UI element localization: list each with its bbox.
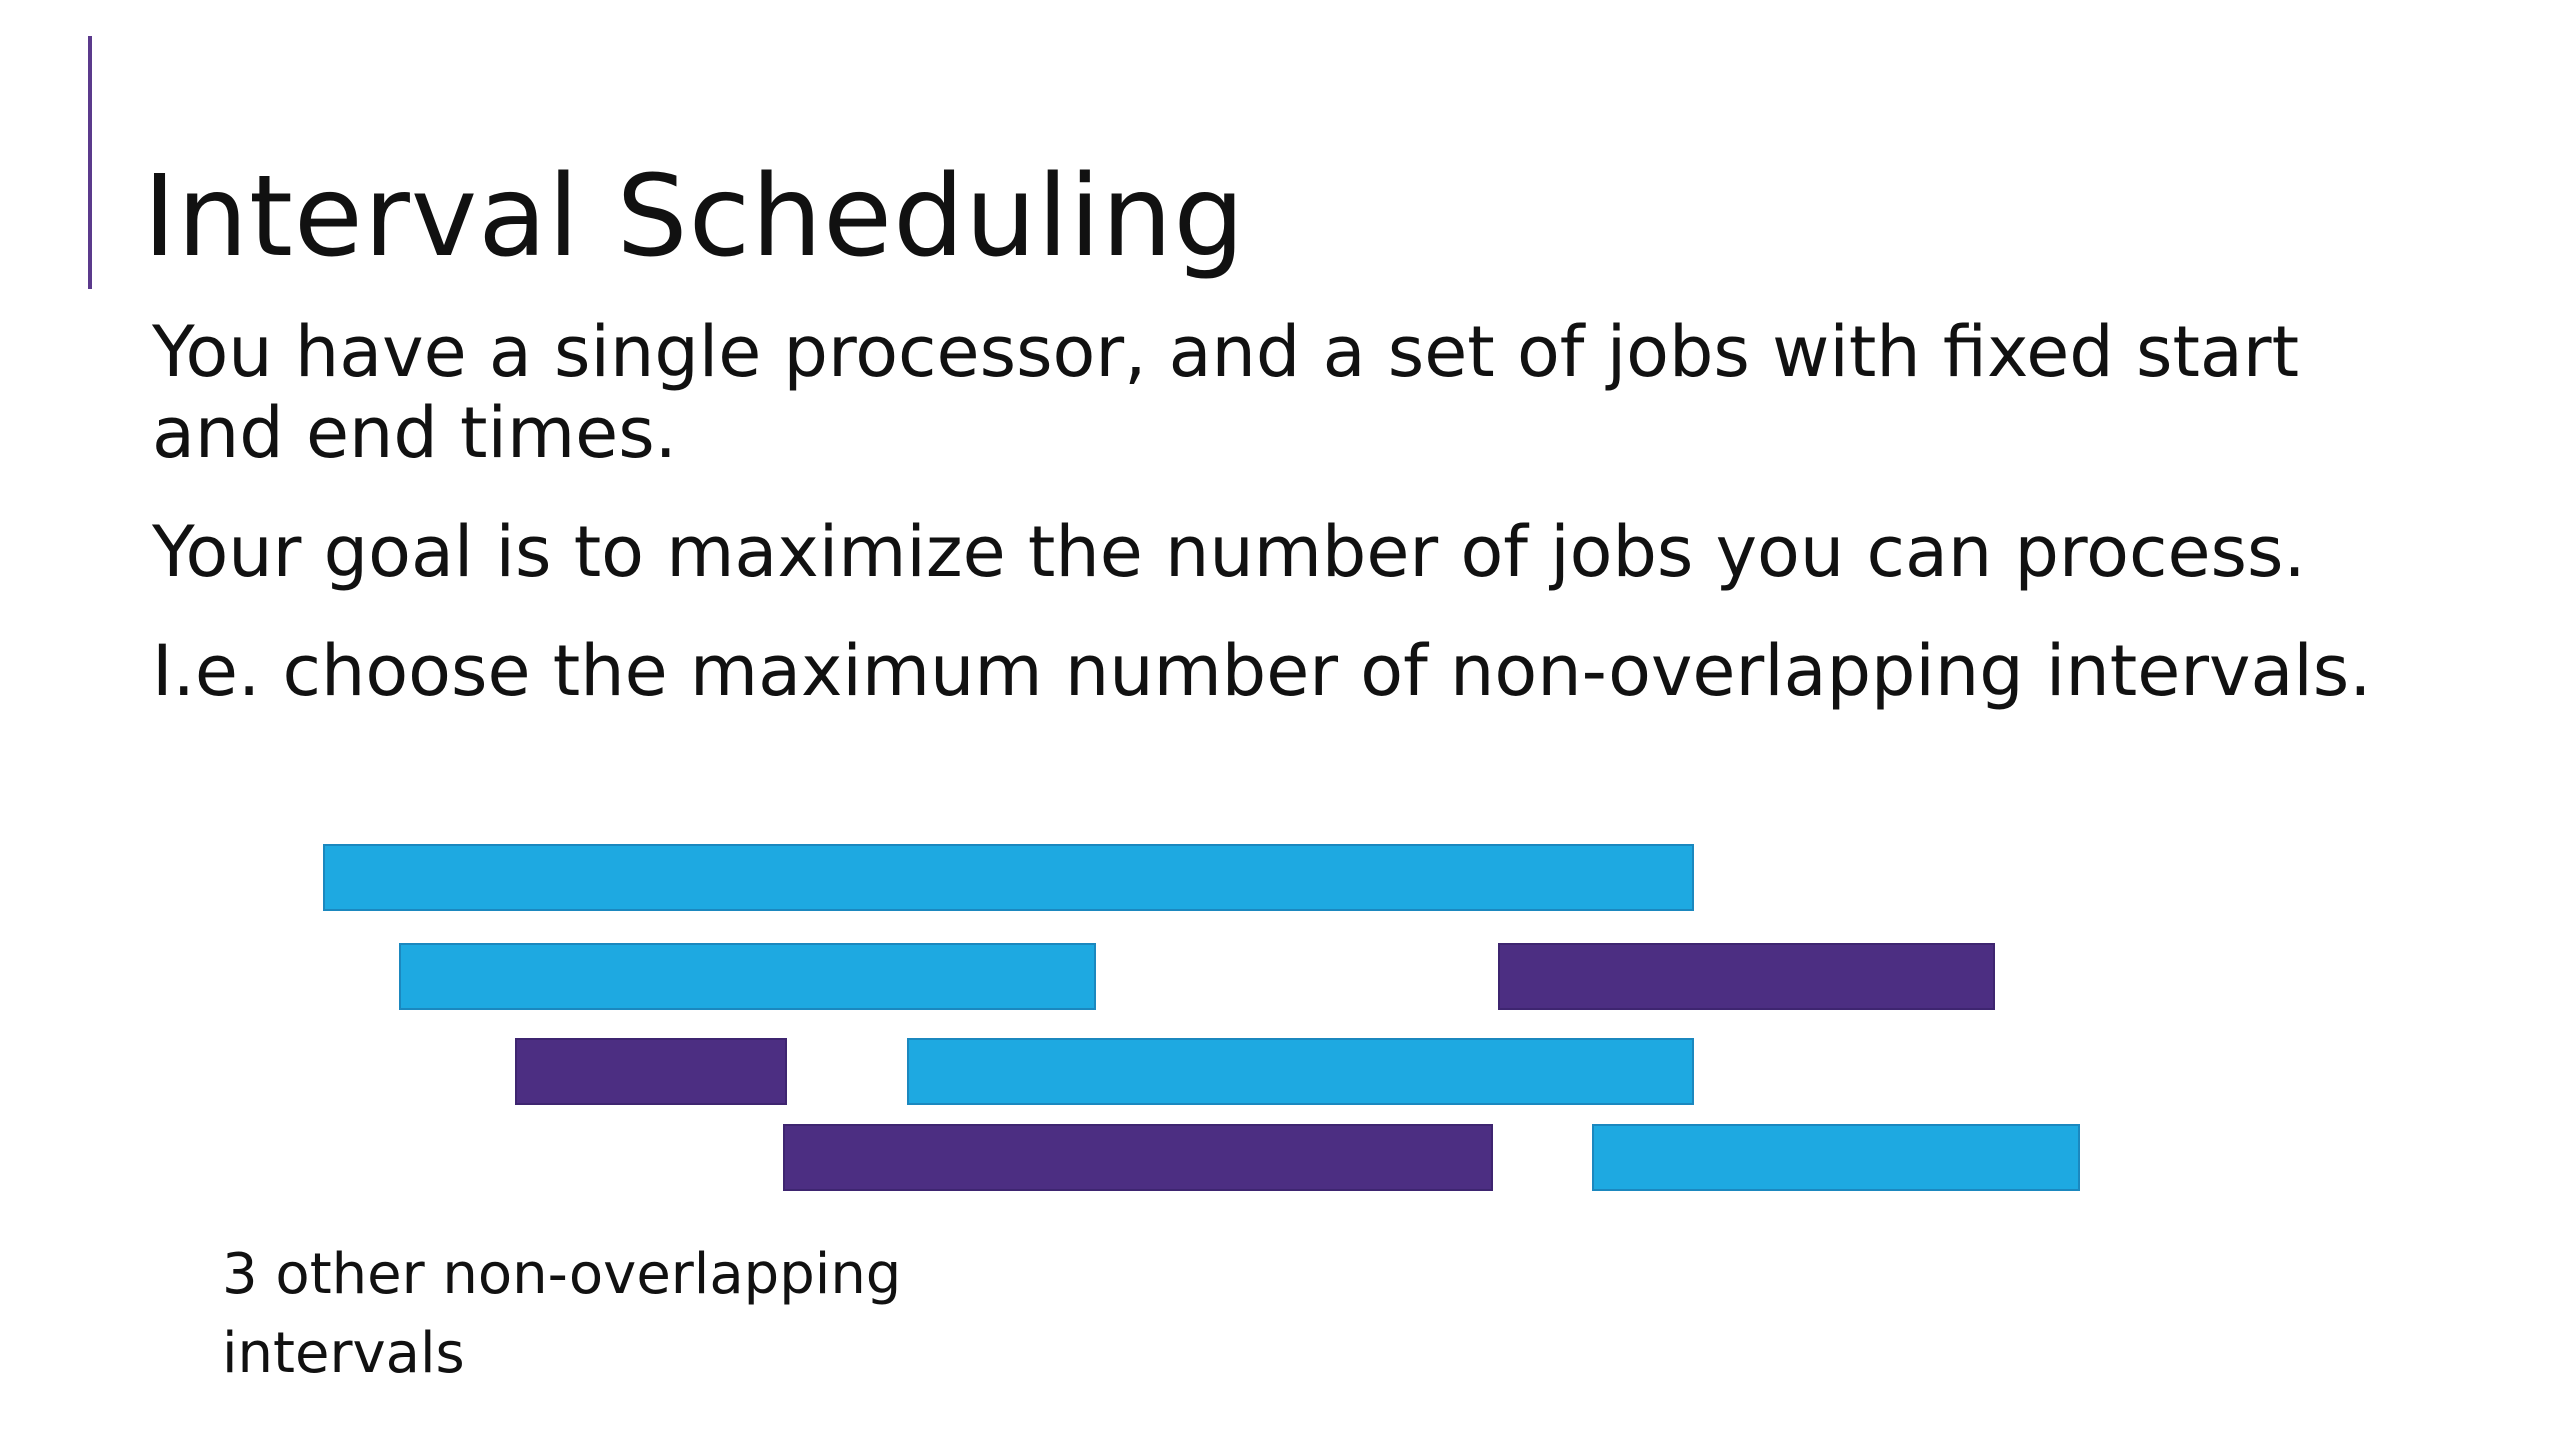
paragraph-3: I.e. choose the maximum number of non-ov…: [152, 630, 2372, 712]
paragraph-1: You have a single processor, and a set o…: [152, 311, 2300, 474]
slide-title: Interval Scheduling: [143, 152, 1246, 283]
paragraph-2: Your goal is to maximize the number of j…: [152, 511, 2306, 593]
interval-bar: [783, 1124, 1493, 1191]
interval-bar: [1592, 1124, 2080, 1191]
interval-bar: [907, 1038, 1694, 1105]
interval-bar: [515, 1038, 787, 1105]
interval-bar: [1498, 943, 1995, 1010]
interval-bar: [399, 943, 1096, 1010]
slide-body: You have a single processor, and a set o…: [152, 312, 2452, 750]
interval-bar: [323, 844, 1694, 911]
diagram-caption: 3 other non-overlapping intervals: [222, 1242, 902, 1386]
title-accent-bar: [88, 36, 92, 289]
